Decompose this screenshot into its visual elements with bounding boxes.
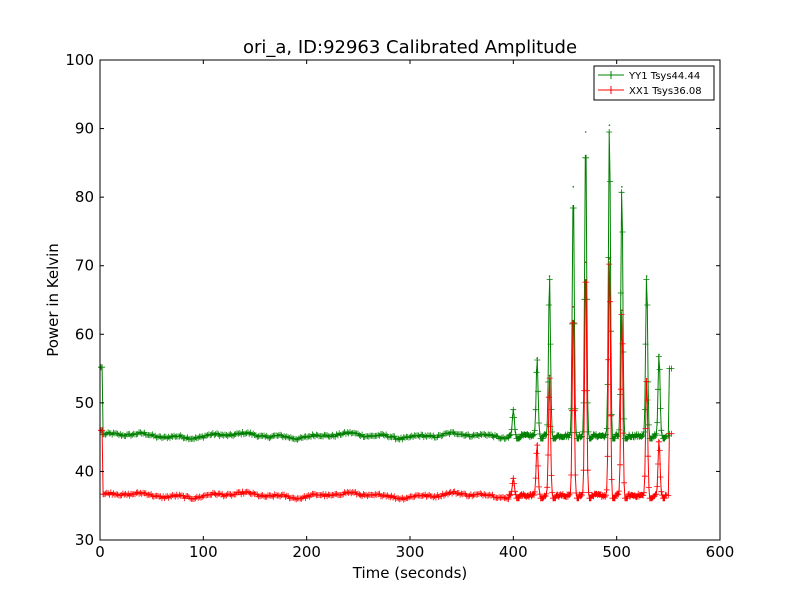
data-point <box>584 261 587 264</box>
series-xx1 <box>98 258 675 503</box>
data-point <box>658 439 660 442</box>
axis-ticks: 0 100 200 300 400 500 600 30 40 50 60 70 80 90 100 <box>65 51 734 561</box>
data-point <box>512 408 515 411</box>
series-markers <box>98 261 675 503</box>
x-tick-label: 300 <box>396 543 425 561</box>
chart-title: ori_a, ID:92963 Calibrated Amplitude <box>243 37 577 58</box>
data-point <box>645 275 648 277</box>
x-tick-label: 600 <box>706 543 735 561</box>
x-tick-label: 400 <box>499 543 528 561</box>
legend-entry: YY1 Tsys44.44 <box>628 71 700 82</box>
data-point <box>572 306 575 308</box>
data-point <box>548 275 551 277</box>
data-point <box>548 374 551 377</box>
series-line <box>101 264 672 501</box>
plot-frame <box>99 59 721 541</box>
data-point <box>536 443 538 445</box>
y-tick-label: 60 <box>75 325 94 343</box>
series-yy1 <box>98 124 675 443</box>
y-tick-label: 80 <box>75 188 94 206</box>
data-point <box>621 309 623 312</box>
x-tick-label: 0 <box>95 543 105 561</box>
y-tick-label: 70 <box>75 257 94 275</box>
legend-entry: XX1 Tsys36.08 <box>629 86 702 97</box>
y-tick-label: 30 <box>75 531 94 549</box>
legend-box <box>593 65 715 101</box>
x-tick-label: 100 <box>189 543 218 561</box>
y-axis-label: Power in Kelvin <box>44 243 62 357</box>
series-markers <box>98 129 675 443</box>
data-point <box>512 477 515 480</box>
data-point <box>608 258 611 260</box>
data-point <box>658 354 660 356</box>
y-tick-label: 50 <box>75 394 94 412</box>
data-point <box>584 131 587 133</box>
y-tick-label: 90 <box>75 120 94 138</box>
x-tick-label: 500 <box>602 543 631 561</box>
data-point <box>645 378 648 380</box>
data-point <box>608 124 611 126</box>
y-tick-label: 100 <box>65 51 94 69</box>
legend-marker <box>607 71 615 79</box>
legend: YY1 Tsys44.44 XX1 Tsys36.08 <box>593 65 715 101</box>
data-point <box>536 357 538 360</box>
legend-marker <box>607 86 615 94</box>
x-axis-label: Time (seconds) <box>352 564 468 582</box>
data-point <box>572 186 575 188</box>
plot-area <box>98 124 675 503</box>
data-point <box>621 186 623 188</box>
x-tick-label: 200 <box>292 543 321 561</box>
y-tick-label: 40 <box>75 462 94 480</box>
